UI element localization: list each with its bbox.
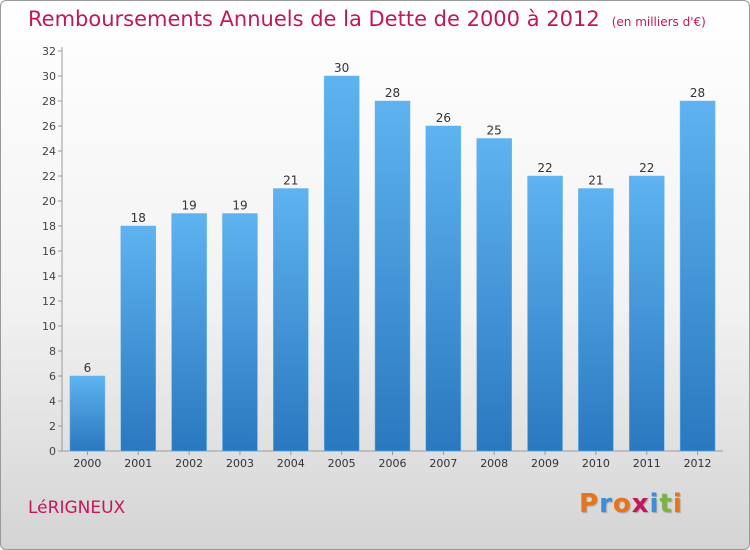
bar-2003 — [222, 213, 258, 452]
y-tick-label: 10 — [42, 320, 56, 333]
bar-2000 — [69, 375, 106, 452]
y-tick-label: 16 — [42, 245, 56, 258]
y-tick-label: 32 — [42, 45, 56, 58]
y-tick-label: 22 — [42, 170, 56, 183]
bar-2007 — [425, 125, 462, 452]
x-axis: 2000 2001 2002 2003 2004 2005 2006 2007 2008 2009… — [62, 450, 723, 470]
x-tick-label: 2010 — [582, 457, 610, 470]
logo-letter: t — [659, 489, 673, 519]
chart-title-text: Remboursements Annuels de la Dette de 20… — [28, 7, 600, 31]
bar-2009 — [527, 175, 563, 452]
bar-2004 — [273, 188, 309, 452]
chart-unit: (en milliers d'€) — [611, 15, 706, 29]
y-tick-label: 0 — [49, 445, 56, 458]
town-name: LéRIGNEUX — [28, 498, 126, 518]
x-tick-label: 2012 — [684, 457, 712, 470]
bar-2012 — [679, 100, 716, 452]
bar-value-label: 28 — [690, 86, 705, 100]
bar-value-label: 28 — [385, 86, 400, 100]
bar-2002 — [171, 213, 207, 452]
bar-value-label: 18 — [131, 211, 146, 225]
y-tick-label: 6 — [49, 370, 56, 383]
bar-value-label: 19 — [181, 199, 196, 213]
y-tick-label: 2 — [49, 420, 56, 433]
x-tick-label: 2001 — [124, 457, 152, 470]
y-tick-label: 14 — [42, 270, 56, 283]
bar-2011 — [628, 175, 665, 452]
logo-letter: o — [612, 489, 632, 519]
bars: 6 18 19 19 21 30 28 26 25 22 21 22 28 — [69, 61, 716, 452]
x-tick-label: 2007 — [429, 457, 457, 470]
chart-title: Remboursements Annuels de la Dette de 20… — [28, 7, 706, 31]
x-tick-label: 2008 — [480, 457, 508, 470]
x-tick-label: 2005 — [328, 457, 356, 470]
bar-2001 — [120, 225, 157, 452]
bar-value-label: 22 — [537, 161, 552, 175]
x-tick-label: 2011 — [633, 457, 661, 470]
bar-value-label: 30 — [334, 61, 349, 75]
bar-2008 — [476, 138, 512, 452]
y-tick-label: 26 — [42, 120, 56, 133]
y-tick-label: 4 — [49, 395, 56, 408]
x-tick-label: 2009 — [531, 457, 559, 470]
bar-value-label: 25 — [487, 124, 502, 138]
logo-letter: i — [672, 489, 683, 519]
bar-value-label: 19 — [232, 199, 247, 213]
logo-letter: i — [649, 489, 660, 519]
bar-2005 — [323, 75, 360, 452]
logo-letter: x — [631, 489, 650, 519]
x-tick-label: 2002 — [175, 457, 203, 470]
bar-value-label: 26 — [436, 111, 451, 125]
y-tick-label: 24 — [42, 145, 56, 158]
proxiti-logo: Proxiti — [579, 489, 683, 519]
y-tick-label: 20 — [42, 195, 56, 208]
x-tick-label: 2006 — [379, 457, 407, 470]
logo-letter: P — [579, 489, 600, 519]
x-tick-label: 2000 — [73, 457, 101, 470]
bar-value-label: 22 — [639, 161, 654, 175]
y-tick-label: 12 — [42, 295, 56, 308]
bar-value-label: 6 — [84, 361, 92, 375]
y-tick-label: 8 — [49, 345, 56, 358]
bar-2006 — [374, 100, 411, 452]
x-tick-label: 2004 — [277, 457, 305, 470]
logo-letter: r — [599, 489, 613, 519]
bar-2010 — [578, 188, 614, 452]
bar-value-label: 21 — [588, 174, 603, 188]
y-tick-label: 28 — [42, 95, 56, 108]
bar-value-label: 21 — [283, 174, 298, 188]
y-tick-label: 18 — [42, 220, 56, 233]
y-tick-label: 30 — [42, 70, 56, 83]
x-tick-label: 2003 — [226, 457, 254, 470]
